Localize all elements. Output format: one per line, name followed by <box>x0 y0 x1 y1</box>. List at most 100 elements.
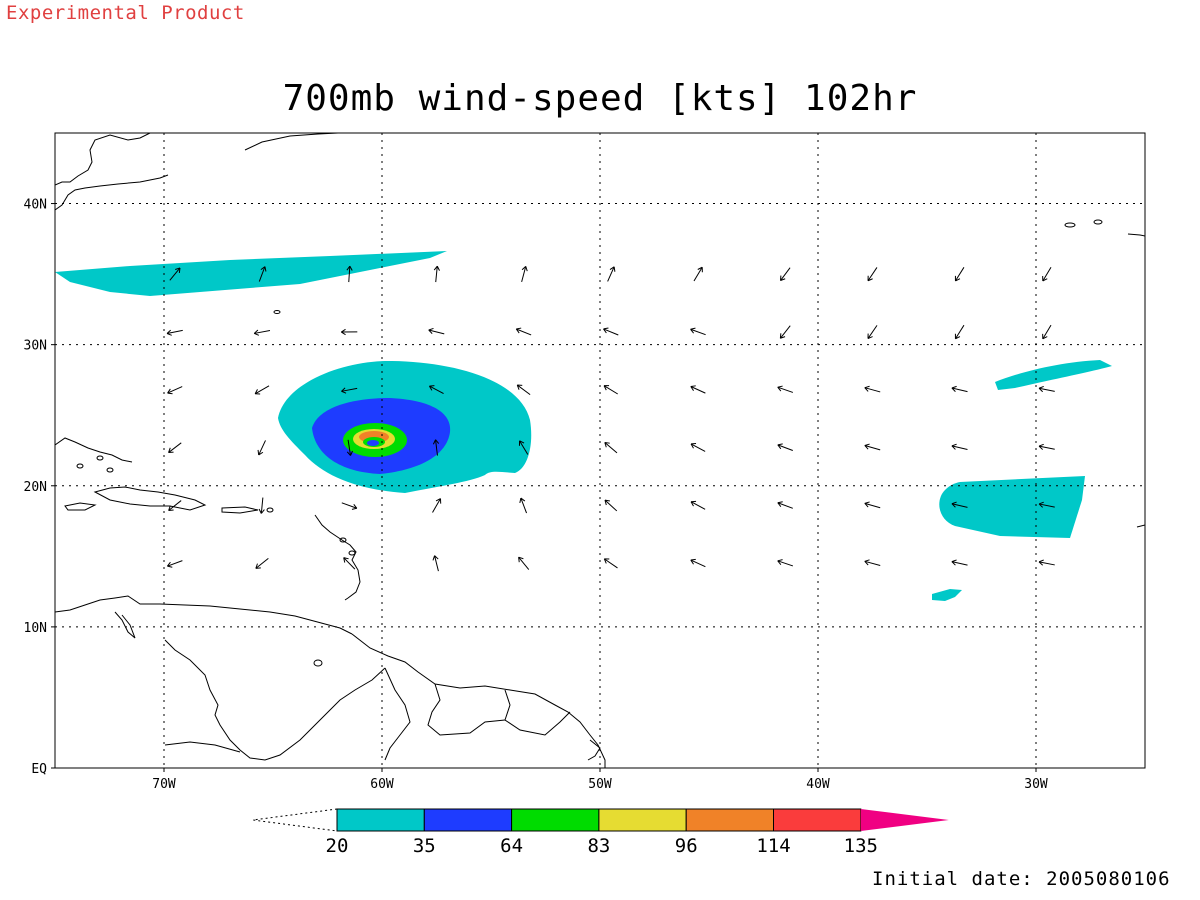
wind-arrow <box>1038 559 1055 566</box>
wind-arrow <box>253 329 271 336</box>
wind-arrow <box>167 386 183 395</box>
latitude-label: 30N <box>24 339 47 354</box>
wind-arrow <box>519 497 528 514</box>
wind-arrow <box>433 265 440 283</box>
colorbar-level-label: 114 <box>756 835 790 857</box>
wind-arrow <box>516 384 531 395</box>
puerto-rico-coast <box>221 506 259 514</box>
virgin-islands-islet <box>266 507 274 513</box>
wind-arrow <box>432 439 440 456</box>
wind-arrow <box>1038 501 1055 508</box>
wind-arrow <box>257 440 266 456</box>
atlantic-islet <box>1093 219 1103 225</box>
wind-arrow <box>432 498 442 513</box>
cape-cod-coast <box>55 174 169 211</box>
northeast-us-coast <box>55 133 151 186</box>
wind-arrow <box>777 559 794 567</box>
azores-edge <box>1127 233 1145 237</box>
brazil-coast-south <box>587 739 601 761</box>
colorbar-segment <box>511 808 600 832</box>
wind-arrow <box>951 385 968 393</box>
colorbar-overflow-triangle <box>860 809 949 831</box>
wind-arrow <box>518 556 530 570</box>
cuba-coast <box>55 437 133 463</box>
wind-arrow <box>951 559 968 566</box>
wind-arrow <box>954 324 965 340</box>
wind-arrow <box>166 329 183 336</box>
wind-arrow <box>864 443 881 451</box>
longitude-label: 40W <box>806 777 830 792</box>
wind-arrow <box>864 501 881 509</box>
lake-maracaibo-coast <box>114 611 136 639</box>
colorbar-level-label: 83 <box>587 835 610 857</box>
wind-arrow <box>954 267 965 282</box>
wind-arrow <box>168 500 182 512</box>
colorbar-segment <box>598 808 687 832</box>
experimental-product-label: Experimental Product <box>6 2 245 24</box>
wind-arrow <box>343 557 356 570</box>
bahamas-islet <box>76 463 84 469</box>
colorbar: 20 35 64 83 96 114 135 <box>252 808 949 857</box>
wind-arrow <box>951 501 968 508</box>
wind-arrow <box>690 443 706 452</box>
colorbar-level-label: 135 <box>844 835 878 857</box>
colorbar-segment <box>336 808 425 832</box>
small-wind-patch <box>932 589 962 601</box>
wind-arrow <box>169 267 181 281</box>
wind-arrow <box>864 559 881 566</box>
map-title: 700mb wind-speed [kts] 102hr <box>282 78 918 119</box>
wind-arrow <box>1042 324 1052 340</box>
initial-date: Initial date: 2005080106 <box>872 868 1171 890</box>
wind-arrow <box>258 497 265 514</box>
latitude-labels: EQ 10N 20N 30N 40N <box>24 198 55 777</box>
lat-lon-grid <box>55 133 1145 768</box>
wind-arrow <box>864 385 881 393</box>
wind-arrow <box>604 441 618 454</box>
longitude-label: 30W <box>1024 777 1048 792</box>
guiana-coast <box>351 633 606 768</box>
wind-arrow <box>867 325 878 340</box>
wind-arrow <box>341 328 358 336</box>
wind-arrow <box>690 327 706 336</box>
colorbar-segment <box>773 808 862 832</box>
latitude-label: 10N <box>24 621 47 636</box>
wind-arrow <box>168 442 182 454</box>
eastern-wind-maximum <box>939 476 1085 538</box>
wind-arrow <box>521 266 528 282</box>
wind-arrow <box>346 265 353 283</box>
colorbar-segment <box>423 808 513 832</box>
northeastern-wind-maximum <box>995 360 1112 390</box>
latitude-label: 40N <box>24 198 47 213</box>
wind-arrow <box>603 385 618 395</box>
wind-arrow <box>693 266 703 282</box>
canary-edge <box>1136 524 1145 528</box>
atlantic-islet <box>1064 222 1076 228</box>
northern-jet-streak <box>55 251 447 296</box>
wind-arrow <box>777 501 793 509</box>
wind-arrow <box>607 266 616 282</box>
jamaica-coast <box>64 502 97 511</box>
hispaniola-coast <box>93 486 207 511</box>
bermuda-like-islet <box>273 310 281 314</box>
wind-arrow <box>1042 266 1052 282</box>
suriname-border <box>427 683 506 736</box>
wind-arrow <box>777 385 794 393</box>
longitude-label: 70W <box>152 777 176 792</box>
wind-arrow <box>777 443 793 451</box>
wind-arrow <box>951 443 968 451</box>
french-guiana-border <box>504 689 571 736</box>
wind-arrow <box>780 267 791 281</box>
brazil-amapa-coast <box>164 741 241 753</box>
wind-arrow <box>867 267 878 282</box>
colorbar-level-label: 64 <box>500 835 523 857</box>
colorbar-underflow-triangle <box>252 808 338 832</box>
guyana-border <box>384 667 411 761</box>
wind-vectors <box>166 265 1055 572</box>
wind-arrow <box>690 385 706 394</box>
colorbar-level-label: 35 <box>413 835 436 857</box>
wind-arrow <box>603 327 619 336</box>
wind-arrow <box>690 500 706 510</box>
wind-arrow <box>341 502 358 510</box>
colorbar-segment <box>685 808 775 832</box>
